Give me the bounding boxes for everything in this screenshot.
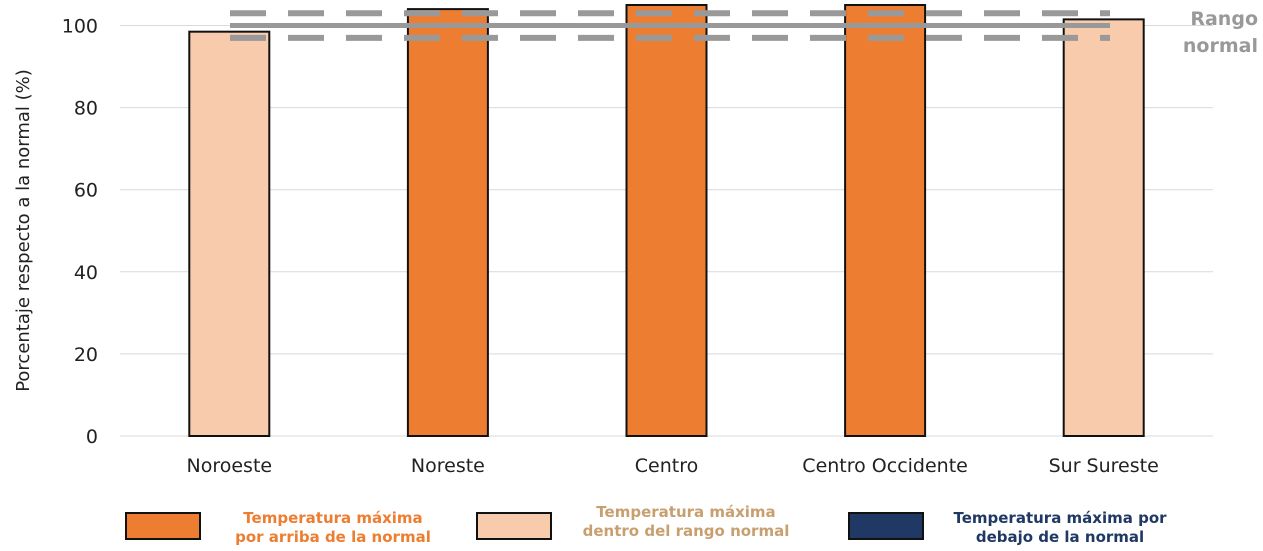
legend-label-dentro: Temperatura máxima dentro del rango norma… xyxy=(582,503,790,540)
bar-noreste xyxy=(406,8,489,437)
normal-range-label-line2: normal xyxy=(1183,35,1258,57)
y-tick-label-100: 100 xyxy=(62,16,98,38)
y-tick-label-80: 80 xyxy=(74,98,98,120)
bar-noroeste xyxy=(188,30,271,438)
x-tick-label-centro-occidente: Centro Occidente xyxy=(802,455,968,477)
legend-label-debajo: Temperatura máxima por debajo de la norma… xyxy=(953,509,1167,546)
y-axis-label: Porcentaje respecto a la normal (%) xyxy=(13,69,34,392)
normal-range-label-line1: Rango xyxy=(1190,8,1258,30)
y-tick-label-0: 0 xyxy=(86,426,98,448)
y-tick-label-60: 60 xyxy=(74,180,98,202)
bar-centro-occidente xyxy=(844,4,927,437)
legend-label-arriba: Temperatura máxima por arriba de la norma… xyxy=(235,509,431,546)
x-tick-label-noreste: Noreste xyxy=(411,455,485,477)
legend-swatch-arriba xyxy=(125,512,201,540)
x-tick-label-noroeste: Noroeste xyxy=(187,455,273,477)
bar-centro xyxy=(625,4,708,437)
x-tick-label-sur-sureste: Sur Sureste xyxy=(1049,455,1159,477)
y-tick-label-20: 20 xyxy=(74,344,98,366)
legend-swatch-debajo xyxy=(848,512,924,540)
x-tick-label-centro: Centro xyxy=(635,455,698,477)
y-tick-label-40: 40 xyxy=(74,262,98,284)
legend-swatch-dentro xyxy=(476,512,552,540)
bar-chart: 0 20 40 60 80 100 Porcentaje respecto a la nor… xyxy=(13,4,1258,477)
bar-sur-sureste xyxy=(1062,18,1145,437)
